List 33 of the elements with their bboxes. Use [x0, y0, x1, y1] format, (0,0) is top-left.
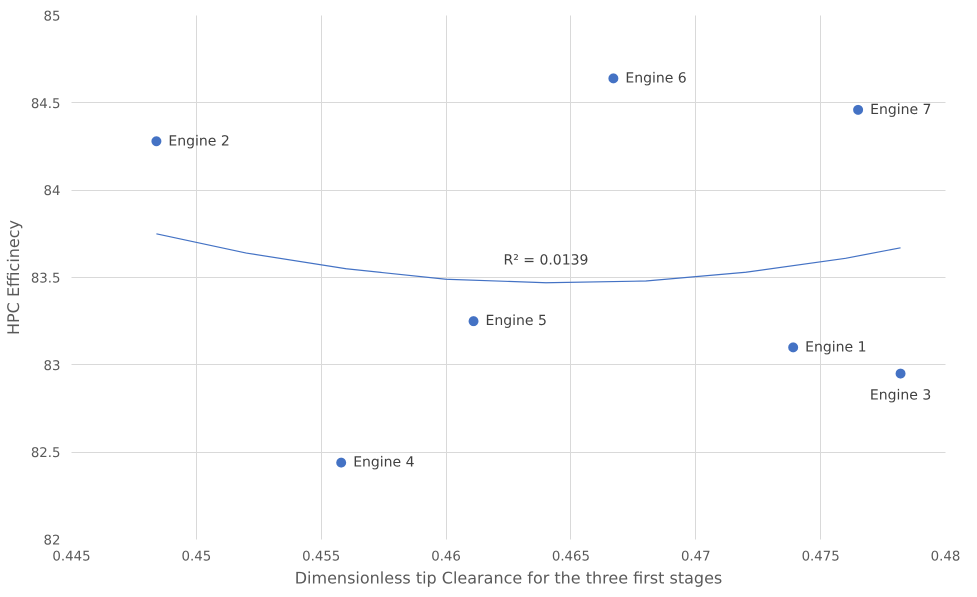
y-tick-label: 82.5: [30, 446, 61, 462]
x-tick-label: 0.445: [52, 550, 91, 564]
annotation: Engine 1: [805, 339, 867, 356]
y-tick-label: 84.5: [30, 96, 61, 112]
x-axis-title: Dimensionless tip Clearance for the three first stages: [294, 568, 722, 588]
point: [853, 104, 864, 115]
x-tick-label: 0.465: [552, 550, 590, 564]
y-tick-label: 83.5: [30, 272, 61, 286]
y-tick-label: 83: [44, 358, 61, 374]
annotation: Engine 5: [486, 313, 547, 330]
point: [336, 458, 346, 468]
x-tick-label: 0.47: [680, 550, 711, 564]
annotation: Engine 3: [870, 388, 932, 404]
annotation: Engine 7: [870, 102, 932, 118]
y-tick-label: 84: [44, 184, 61, 200]
x-tick-label: 0.46: [431, 550, 461, 564]
annotation: Engine 2: [168, 133, 230, 150]
line-series: [156, 233, 902, 284]
annotation: R² = 0.0139: [503, 252, 588, 269]
y-tick-label: 85: [44, 10, 61, 24]
x-tick-label: 0.45: [182, 550, 212, 564]
x-tick-label: 0.48: [930, 550, 960, 564]
annotation: Engine 4: [353, 454, 415, 471]
y-tick-label: 82: [44, 534, 61, 548]
annotation: Engine 6: [625, 70, 687, 86]
point: [788, 342, 798, 352]
y-axis-title: HPC Efficinecy: [4, 220, 23, 336]
x-tick-label: 0.455: [302, 550, 340, 564]
x-tick-label: 0.475: [802, 550, 840, 564]
point: [151, 136, 162, 146]
point: [468, 316, 479, 326]
point: [608, 73, 618, 84]
point: [896, 368, 906, 379]
